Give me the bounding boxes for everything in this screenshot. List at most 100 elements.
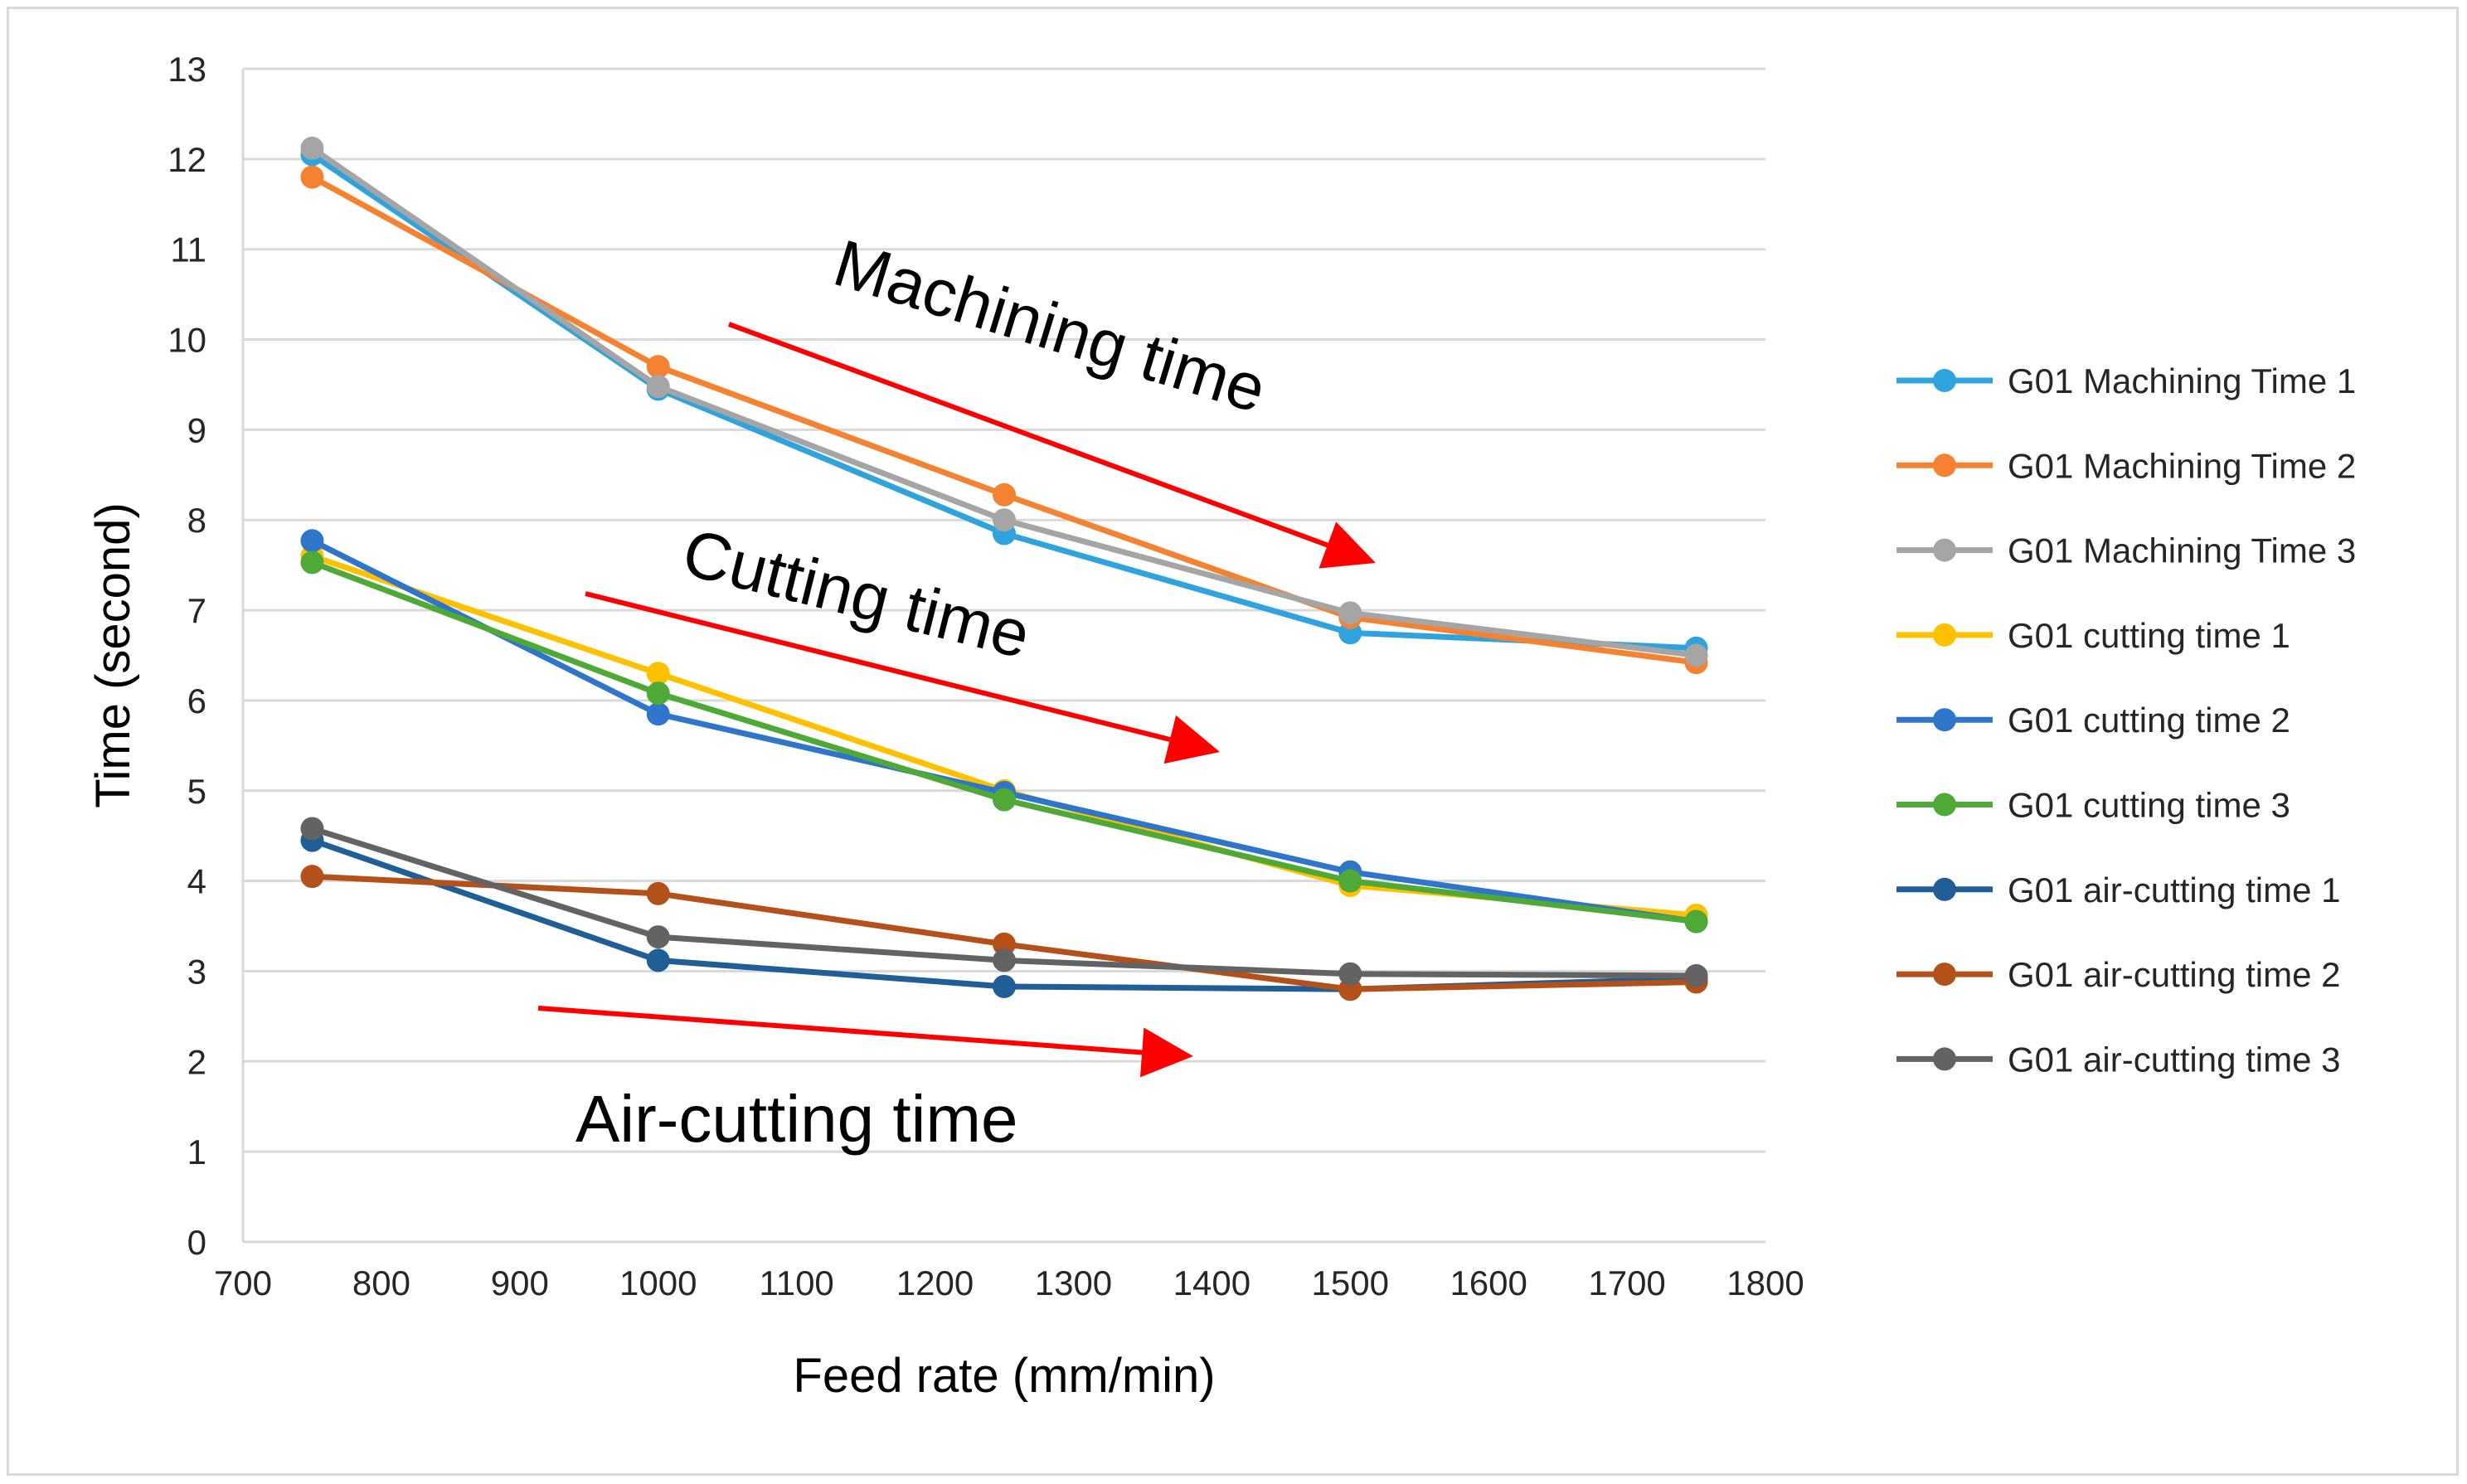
x-tick-label-900: 900	[491, 1263, 549, 1302]
data-point-7-1000	[646, 948, 670, 972]
series-9	[300, 817, 1708, 987]
data-point-6-750	[300, 550, 324, 575]
legend-item-3: G01 Machining Time 3	[1896, 531, 2356, 570]
y-tick-label-9: 9	[187, 410, 206, 449]
legend-item-5: G01 cutting time 2	[1896, 701, 2290, 740]
data-point-9-1250	[993, 948, 1016, 972]
data-point-9-750	[300, 817, 324, 841]
data-point-2-1000	[646, 355, 670, 379]
legend-item-4: G01 cutting time 1	[1896, 616, 2290, 655]
legend-label-1: G01 Machining Time 1	[2008, 361, 2356, 400]
x-tick-label-1600: 1600	[1450, 1263, 1527, 1302]
series-6	[300, 550, 1708, 934]
legend-label-9: G01 air-cutting time 3	[2008, 1040, 2341, 1079]
legend-label-6: G01 cutting time 3	[2008, 786, 2290, 825]
legend-marker-6	[1933, 793, 1956, 817]
cutting-arrow	[585, 591, 1220, 764]
legend-item-9: G01 air-cutting time 3	[1896, 1040, 2341, 1079]
data-point-9-1000	[646, 925, 670, 949]
legend-label-2: G01 Machining Time 2	[2008, 446, 2356, 485]
legend-label-7: G01 air-cutting time 1	[2008, 871, 2341, 909]
x-tick-label-1500: 1500	[1312, 1263, 1389, 1302]
aircutting-arrow-shaft	[537, 1006, 1143, 1055]
data-point-5-1000	[646, 702, 670, 726]
legend-marker-4	[1933, 623, 1956, 647]
legend-item-7: G01 air-cutting time 1	[1896, 871, 2341, 909]
data-point-2-750	[300, 165, 324, 189]
y-tick-label-1: 1	[187, 1132, 206, 1171]
y-tick-label-11: 11	[170, 230, 206, 269]
legend-item-1: G01 Machining Time 1	[1896, 361, 2356, 400]
x-tick-label-1400: 1400	[1173, 1263, 1250, 1302]
data-point-3-1000	[646, 375, 670, 399]
machining-arrow	[727, 322, 1376, 569]
data-point-4-1000	[646, 662, 670, 686]
data-point-3-750	[300, 136, 324, 160]
x-axis-title: Feed rate (mm/min)	[793, 1349, 1215, 1403]
y-tick-label-10: 10	[168, 321, 206, 360]
data-point-2-1250	[993, 483, 1016, 507]
series-line-1	[310, 152, 1697, 652]
cutting-arrow-head	[1163, 715, 1220, 764]
legend-marker-5	[1933, 708, 1956, 732]
legend-marker-1	[1933, 369, 1956, 392]
series-1	[300, 143, 1708, 660]
x-tick-label-1100: 1100	[759, 1263, 833, 1302]
data-point-3-1500	[1338, 601, 1362, 625]
y-tick-label-0: 0	[187, 1223, 206, 1262]
x-tick-label-1000: 1000	[619, 1263, 697, 1302]
data-point-6-1000	[646, 681, 670, 706]
series-line-3	[310, 145, 1697, 658]
y-tick-label-12: 12	[168, 140, 206, 179]
legend-marker-7	[1933, 877, 1956, 901]
data-point-9-1500	[1338, 962, 1362, 986]
y-tick-label-8: 8	[187, 501, 206, 540]
x-tick-label-800: 800	[352, 1263, 410, 1302]
x-tick-label-1700: 1700	[1588, 1263, 1665, 1302]
machining-arrow-shaft	[727, 322, 1328, 548]
x-tick-label-1200: 1200	[896, 1263, 974, 1302]
legend-marker-8	[1933, 963, 1956, 987]
legend-label-4: G01 cutting time 1	[2008, 616, 2290, 655]
legend-item-6: G01 cutting time 3	[1896, 786, 2290, 825]
data-point-7-1250	[993, 974, 1016, 998]
legend-label-8: G01 air-cutting time 2	[2008, 955, 2341, 994]
aircutting-label: Air-cutting time	[575, 1082, 1017, 1156]
series-3	[300, 136, 1708, 667]
y-axis-title: Time (second)	[86, 502, 140, 808]
data-point-8-750	[300, 865, 324, 889]
machining-arrow-head	[1318, 521, 1376, 569]
aircutting-arrow-head	[1139, 1027, 1193, 1078]
legend-label-3: G01 Machining Time 3	[2008, 531, 2356, 570]
cutting-arrow-shaft	[585, 591, 1171, 742]
data-point-9-1750	[1684, 963, 1708, 987]
data-point-8-1250	[993, 932, 1016, 956]
legend-item-2: G01 Machining Time 2	[1896, 446, 2356, 485]
chart-frame: 0 1 2 3 4 5 6 7 8 9 10 11 12 13 700 800 900 1000 1100 1200 1…	[7, 7, 2459, 1476]
y-tick-label-2: 2	[187, 1042, 206, 1081]
y-tick-label-13: 13	[168, 50, 206, 89]
legend: G01 Machining Time 1 G01 Machining Time 2…	[1896, 361, 2356, 1079]
series-layer	[300, 136, 1708, 1001]
x-tick-label-1800: 1800	[1726, 1263, 1804, 1302]
legend-marker-2	[1933, 453, 1956, 478]
data-point-3-1250	[993, 508, 1016, 532]
data-point-6-1750	[1684, 909, 1708, 934]
legend-item-8: G01 air-cutting time 2	[1896, 955, 2341, 994]
legend-marker-3	[1933, 538, 1956, 562]
y-tick-label-7: 7	[187, 591, 206, 630]
y-tick-label-3: 3	[187, 952, 206, 991]
data-point-5-750	[300, 529, 324, 553]
cutting-label: Cutting time	[676, 515, 1037, 672]
data-point-6-1500	[1338, 869, 1362, 893]
machining-label: Machining time	[826, 226, 1275, 426]
y-tick-label-5: 5	[187, 772, 206, 811]
legend-label-5: G01 cutting time 2	[2008, 701, 2290, 740]
legend-marker-9	[1933, 1047, 1956, 1071]
y-tick-label-6: 6	[187, 681, 206, 720]
x-tick-label-1300: 1300	[1035, 1263, 1112, 1302]
aircutting-arrow	[537, 1006, 1193, 1078]
y-tick-label-4: 4	[187, 862, 206, 901]
data-point-8-1000	[646, 881, 670, 905]
